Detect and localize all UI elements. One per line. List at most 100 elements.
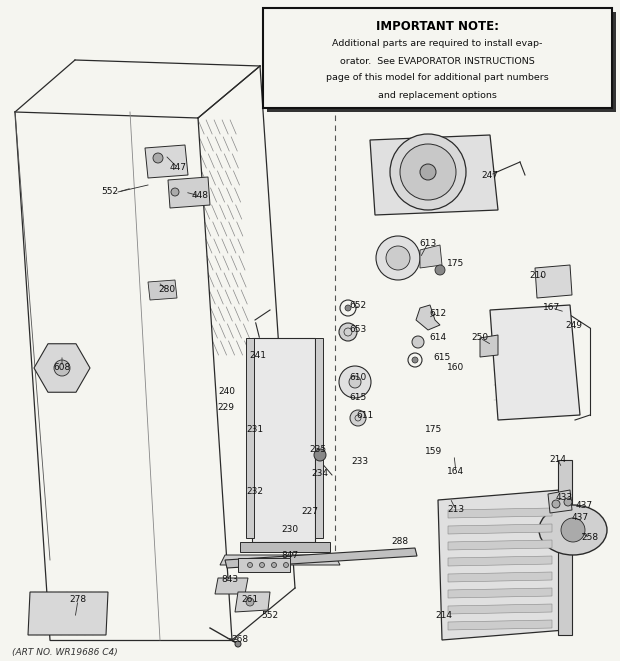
Circle shape bbox=[54, 360, 70, 376]
Text: 552: 552 bbox=[102, 188, 118, 196]
Text: 608: 608 bbox=[53, 362, 71, 371]
Text: (ART NO. WR19686 C4): (ART NO. WR19686 C4) bbox=[12, 648, 118, 656]
Text: 288: 288 bbox=[391, 537, 409, 547]
Text: 249: 249 bbox=[565, 321, 583, 329]
Bar bbox=[263, 8, 612, 108]
Text: 247: 247 bbox=[482, 171, 498, 180]
Text: 847: 847 bbox=[281, 551, 299, 561]
Circle shape bbox=[435, 265, 445, 275]
Ellipse shape bbox=[539, 505, 607, 555]
Bar bbox=[267, 12, 616, 112]
Text: 175: 175 bbox=[425, 426, 443, 434]
Text: 653: 653 bbox=[350, 325, 366, 334]
Text: 615: 615 bbox=[433, 354, 451, 362]
Circle shape bbox=[420, 164, 436, 180]
Polygon shape bbox=[220, 555, 340, 565]
Circle shape bbox=[246, 598, 254, 606]
Polygon shape bbox=[548, 490, 572, 513]
Text: Additional parts are required to install evap-: Additional parts are required to install… bbox=[332, 40, 542, 48]
Bar bbox=[558, 460, 572, 635]
Circle shape bbox=[260, 563, 265, 568]
Text: 433: 433 bbox=[556, 494, 572, 502]
Polygon shape bbox=[225, 548, 417, 568]
Polygon shape bbox=[480, 335, 498, 357]
Circle shape bbox=[247, 563, 252, 568]
Text: 160: 160 bbox=[448, 364, 464, 373]
Text: 613: 613 bbox=[419, 239, 436, 247]
Text: 278: 278 bbox=[69, 596, 87, 605]
Circle shape bbox=[412, 336, 424, 348]
Text: 448: 448 bbox=[192, 192, 208, 200]
Polygon shape bbox=[448, 508, 552, 518]
Polygon shape bbox=[370, 135, 498, 215]
Polygon shape bbox=[448, 604, 552, 614]
Text: 227: 227 bbox=[301, 508, 319, 516]
Circle shape bbox=[283, 563, 288, 568]
Text: 214: 214 bbox=[435, 611, 453, 619]
Polygon shape bbox=[448, 620, 552, 630]
Text: 234: 234 bbox=[311, 469, 329, 479]
Circle shape bbox=[171, 188, 179, 196]
Text: 233: 233 bbox=[352, 457, 368, 467]
Text: 175: 175 bbox=[448, 258, 464, 268]
Circle shape bbox=[235, 641, 241, 647]
Polygon shape bbox=[148, 280, 177, 300]
Circle shape bbox=[153, 153, 163, 163]
Text: page of this model for additional part numbers: page of this model for additional part n… bbox=[326, 73, 549, 83]
Polygon shape bbox=[252, 338, 315, 542]
Text: 159: 159 bbox=[425, 447, 443, 457]
Circle shape bbox=[272, 563, 277, 568]
Text: 280: 280 bbox=[159, 286, 175, 295]
Text: 437: 437 bbox=[575, 502, 593, 510]
Text: 437: 437 bbox=[572, 514, 588, 522]
Text: 612: 612 bbox=[430, 309, 446, 317]
Text: 258: 258 bbox=[582, 533, 598, 543]
Text: 250: 250 bbox=[471, 334, 489, 342]
Polygon shape bbox=[448, 540, 552, 550]
Polygon shape bbox=[416, 305, 440, 330]
Text: 652: 652 bbox=[350, 301, 366, 309]
Text: 240: 240 bbox=[218, 387, 236, 397]
Circle shape bbox=[314, 449, 326, 461]
Text: 235: 235 bbox=[309, 446, 327, 455]
Polygon shape bbox=[448, 572, 552, 582]
Circle shape bbox=[561, 518, 585, 542]
Circle shape bbox=[349, 376, 361, 388]
Polygon shape bbox=[420, 245, 442, 268]
Polygon shape bbox=[238, 558, 290, 572]
Circle shape bbox=[339, 323, 357, 341]
Text: 241: 241 bbox=[249, 352, 267, 360]
Polygon shape bbox=[28, 592, 108, 635]
Text: 210: 210 bbox=[529, 270, 547, 280]
Text: 167: 167 bbox=[543, 303, 560, 313]
Text: 230: 230 bbox=[281, 525, 299, 535]
Text: 213: 213 bbox=[448, 506, 464, 514]
Circle shape bbox=[339, 366, 371, 398]
Text: 268: 268 bbox=[231, 635, 249, 644]
Circle shape bbox=[390, 134, 466, 210]
Polygon shape bbox=[535, 265, 572, 298]
Text: IMPORTANT NOTE:: IMPORTANT NOTE: bbox=[376, 20, 499, 32]
Polygon shape bbox=[448, 556, 552, 566]
Circle shape bbox=[386, 246, 410, 270]
Circle shape bbox=[376, 236, 420, 280]
Text: 232: 232 bbox=[247, 488, 264, 496]
Circle shape bbox=[350, 410, 366, 426]
Polygon shape bbox=[240, 542, 330, 552]
Circle shape bbox=[552, 500, 560, 508]
Bar bbox=[246, 338, 254, 538]
Text: 615: 615 bbox=[350, 393, 366, 403]
Circle shape bbox=[400, 144, 456, 200]
Polygon shape bbox=[438, 490, 565, 640]
Text: 214: 214 bbox=[549, 455, 567, 465]
Text: 552: 552 bbox=[262, 611, 278, 621]
Text: 261: 261 bbox=[241, 596, 259, 605]
Text: 611: 611 bbox=[356, 410, 374, 420]
Circle shape bbox=[345, 305, 351, 311]
Text: 229: 229 bbox=[218, 403, 234, 412]
Polygon shape bbox=[215, 578, 248, 594]
Polygon shape bbox=[235, 592, 270, 612]
Circle shape bbox=[564, 498, 572, 506]
Text: 447: 447 bbox=[169, 163, 187, 173]
Text: 231: 231 bbox=[246, 426, 264, 434]
